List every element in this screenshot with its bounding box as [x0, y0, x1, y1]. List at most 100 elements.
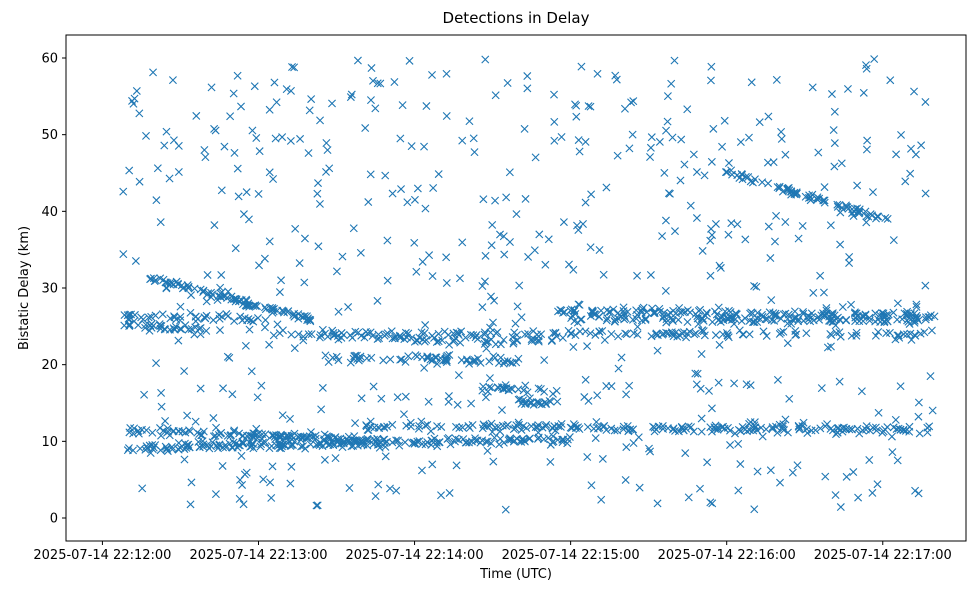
data-point-x-marker — [926, 311, 935, 320]
data-point-x-marker — [550, 117, 559, 126]
data-point-x-marker — [180, 367, 189, 376]
data-point-x-marker — [593, 69, 602, 78]
data-point-x-marker — [396, 334, 405, 342]
data-point-x-marker — [388, 438, 397, 447]
data-point-x-marker — [418, 335, 427, 344]
data-point-x-marker — [783, 339, 792, 348]
data-point-x-marker — [429, 183, 438, 192]
x-axis-label: Time (UTC) — [479, 567, 552, 582]
data-point-x-marker — [581, 375, 590, 384]
data-point-x-marker — [208, 438, 217, 447]
x-tick-label: 2025-07-14 22:17:00 — [814, 548, 952, 563]
data-point-x-marker — [392, 486, 401, 495]
data-point-x-marker — [633, 271, 642, 280]
data-point-x-marker — [540, 356, 549, 365]
data-point-x-marker — [170, 313, 179, 322]
data-point-x-marker — [237, 102, 245, 111]
data-point-x-marker — [481, 393, 490, 402]
data-point-x-marker — [512, 210, 521, 219]
data-point-x-marker — [334, 435, 342, 444]
data-point-x-marker — [235, 494, 244, 503]
data-point-x-marker — [344, 303, 353, 312]
data-point-x-marker — [198, 437, 207, 446]
data-point-x-marker — [156, 321, 165, 330]
data-point-x-marker — [859, 317, 868, 326]
data-point-x-marker — [595, 246, 604, 255]
data-point-x-marker — [491, 340, 500, 349]
data-point-x-marker — [234, 297, 243, 306]
data-point-x-marker — [734, 486, 743, 495]
data-point-x-marker — [226, 112, 235, 121]
data-point-x-marker — [602, 316, 611, 325]
data-point-x-marker — [439, 356, 448, 365]
data-point-x-marker — [407, 142, 416, 151]
data-point-x-marker — [265, 340, 274, 349]
data-point-x-marker — [392, 436, 401, 445]
data-point-x-marker — [663, 92, 672, 101]
data-point-x-marker — [396, 355, 405, 364]
data-point-x-marker — [843, 84, 852, 93]
data-point-x-marker — [675, 331, 684, 340]
data-point-x-marker — [661, 216, 670, 225]
data-point-x-marker — [401, 438, 410, 447]
data-point-x-marker — [709, 124, 718, 133]
data-point-x-marker — [847, 331, 856, 340]
data-point-x-marker — [736, 460, 745, 469]
data-point-x-marker — [239, 500, 248, 509]
data-point-x-marker — [412, 267, 421, 276]
data-point-x-marker — [346, 93, 355, 102]
data-point-x-marker — [455, 424, 464, 432]
data-point-x-marker — [521, 400, 530, 409]
data-point-x-marker — [821, 422, 830, 431]
data-point-x-marker — [871, 309, 880, 318]
data-point-x-marker — [141, 323, 150, 332]
data-point-x-marker — [785, 394, 794, 403]
data-point-x-marker — [321, 329, 330, 338]
data-point-x-marker — [423, 420, 432, 429]
data-point-x-marker — [673, 332, 682, 341]
data-point-x-marker — [683, 105, 692, 114]
x-tick-label: 2025-07-14 22:16:00 — [658, 548, 796, 563]
data-point-x-marker — [304, 149, 313, 158]
data-point-x-marker — [487, 439, 496, 448]
data-point-x-marker — [478, 303, 487, 312]
data-point-x-marker — [779, 327, 788, 336]
data-point-x-marker — [897, 130, 906, 139]
data-point-x-marker — [323, 432, 332, 441]
data-point-x-marker — [741, 235, 750, 244]
data-point-x-marker — [517, 437, 526, 446]
data-point-x-marker — [621, 329, 630, 338]
data-point-x-marker — [859, 88, 868, 97]
data-point-x-marker — [871, 331, 880, 340]
data-point-x-marker — [136, 444, 145, 453]
data-point-x-marker — [837, 159, 846, 168]
data-point-x-marker — [708, 231, 716, 240]
data-point-x-marker — [452, 461, 461, 470]
data-point-x-marker — [172, 277, 181, 286]
data-point-x-marker — [574, 423, 583, 432]
data-point-x-marker — [682, 333, 691, 342]
data-point-x-marker — [124, 444, 133, 453]
data-point-x-marker — [604, 308, 613, 317]
data-point-x-marker — [906, 169, 915, 178]
data-point-x-marker — [637, 306, 646, 315]
data-point-x-marker — [363, 434, 372, 443]
data-point-x-marker — [428, 272, 437, 281]
data-point-x-marker — [381, 452, 390, 461]
data-point-x-marker — [809, 288, 818, 297]
data-point-x-marker — [634, 433, 643, 442]
data-point-x-marker — [831, 491, 840, 500]
data-point-x-marker — [377, 394, 386, 403]
data-point-x-marker — [891, 415, 900, 424]
data-point-x-marker — [903, 307, 912, 316]
data-point-x-marker — [231, 244, 240, 253]
data-point-x-marker — [910, 316, 919, 325]
data-point-x-marker — [889, 423, 898, 432]
data-point-x-marker — [468, 421, 477, 429]
data-point-x-marker — [334, 307, 343, 316]
data-point-x-marker — [261, 316, 270, 325]
data-point-x-marker — [245, 301, 254, 310]
data-point-x-marker — [286, 414, 294, 423]
data-point-x-marker — [733, 220, 742, 229]
data-point-x-marker — [637, 308, 646, 317]
